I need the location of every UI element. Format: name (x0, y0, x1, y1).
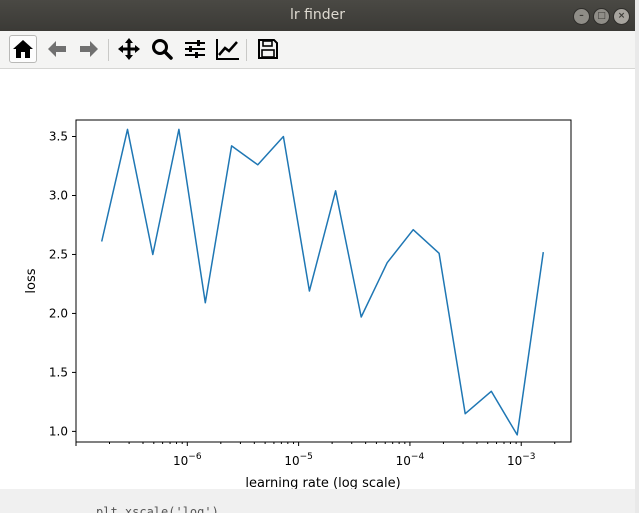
x-tick-label: 10−4 (396, 452, 425, 468)
edit-axis-button[interactable] (214, 35, 242, 63)
background-window-peek: plt.xscale('log') (0, 489, 635, 513)
configure-subplots-button[interactable] (181, 35, 209, 63)
line-chart-icon (216, 39, 239, 60)
home-icon (13, 40, 33, 58)
move-icon (118, 38, 140, 60)
x-tick-label: 10−5 (284, 452, 313, 468)
window-edge (635, 0, 639, 513)
y-tick-label: 2.0 (49, 306, 68, 320)
sliders-icon (185, 40, 205, 58)
y-tick-label: 2.5 (49, 247, 68, 261)
loss-line (100, 128, 545, 436)
arrow-left-icon (48, 41, 66, 57)
y-axis-label: loss (24, 268, 39, 293)
maximize-icon[interactable]: □ (593, 8, 610, 25)
zoom-button[interactable] (148, 35, 176, 63)
y-tick-label: 1.0 (49, 424, 68, 438)
loss-vs-lr-chart: 1.0 1.5 2.0 2.5 3.0 3.5 10−6 10−5 10−4 10−3 lear… (24, 119, 572, 491)
forward-button[interactable] (75, 35, 103, 63)
y-tick-label: 3.5 (49, 130, 68, 144)
save-button[interactable] (254, 35, 282, 63)
x-tick-label: 10−6 (173, 452, 202, 468)
toolbar-separator (108, 39, 109, 61)
pan-button[interactable] (115, 35, 143, 63)
home-button[interactable] (9, 35, 37, 63)
title-bar[interactable]: lr finder – □ × (0, 0, 635, 31)
y-tick-label: 1.5 (49, 365, 68, 379)
y-axis-ticks: 1.0 1.5 2.0 2.5 3.0 3.5 (49, 130, 76, 438)
back-button[interactable] (43, 35, 71, 63)
minimize-icon[interactable]: – (573, 8, 590, 25)
navigation-toolbar (0, 31, 635, 69)
floppy-disk-icon (258, 39, 278, 59)
y-tick-label: 3.0 (49, 188, 68, 202)
x-axis-ticks: 10−6 10−5 10−4 10−3 (75, 442, 556, 468)
arrow-right-icon (80, 41, 98, 57)
toolbar-separator (246, 39, 247, 61)
background-code: plt.xscale('log') (96, 505, 219, 513)
magnifier-icon (152, 39, 173, 60)
axes-frame (75, 119, 572, 443)
window-title: lr finder (289, 7, 346, 23)
x-tick-label: 10−3 (507, 452, 536, 468)
x-axis-label: learning rate (log scale) (245, 476, 400, 489)
figure-canvas[interactable]: 1.0 1.5 2.0 2.5 3.0 3.5 10−6 10−5 10−4 10−3 lear… (0, 69, 635, 491)
close-icon[interactable]: × (613, 8, 630, 25)
